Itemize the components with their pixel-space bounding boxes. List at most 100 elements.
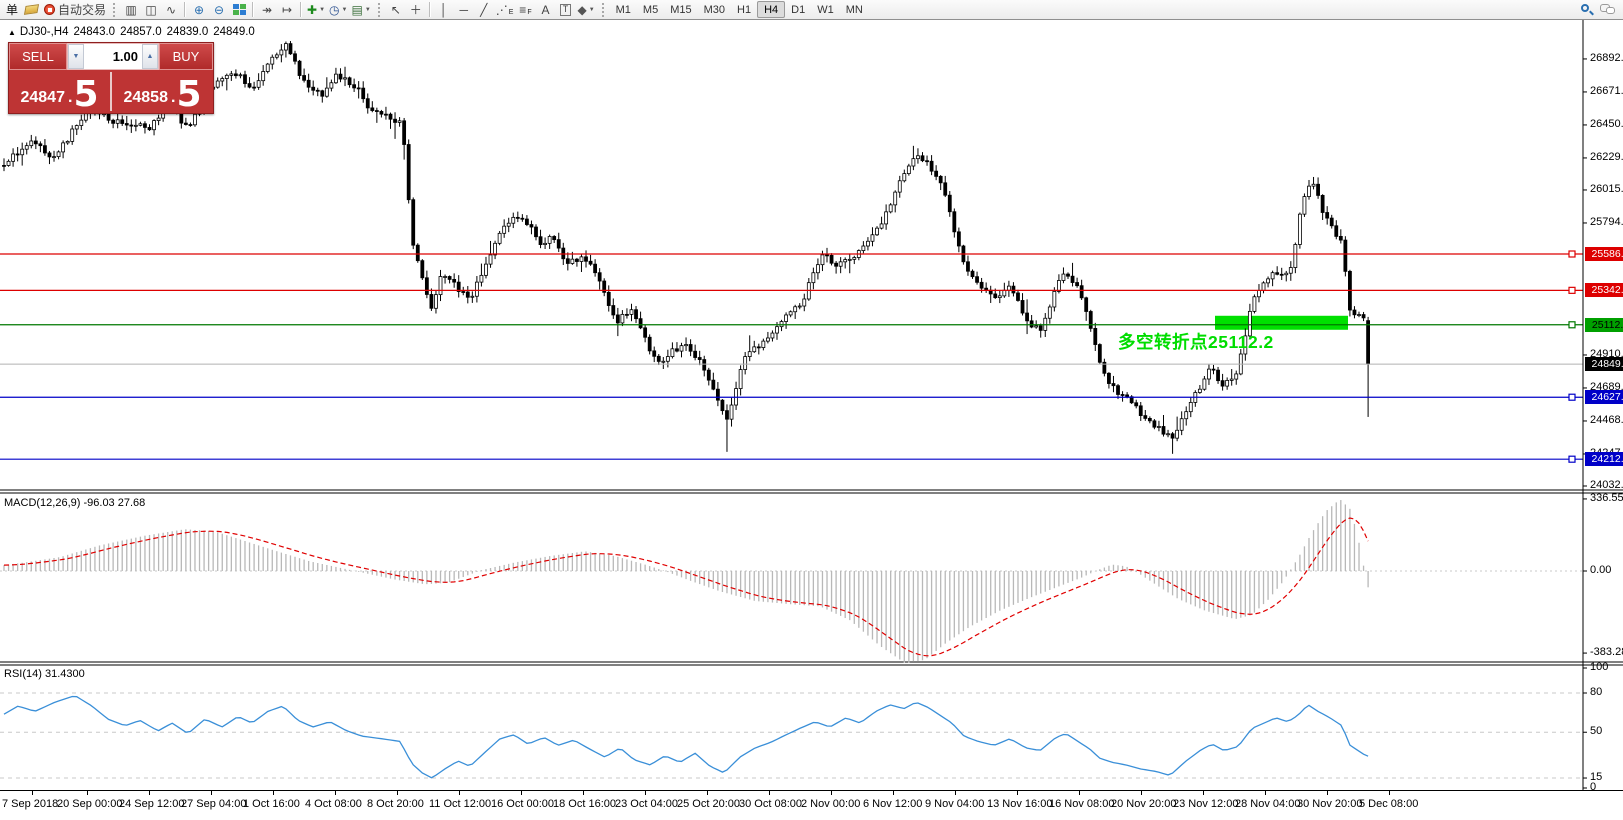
timeframe-m15[interactable]: M15 (670, 3, 692, 16)
volume-increase-button[interactable]: ▲ (142, 44, 158, 69)
autotrading-stop-icon (44, 4, 56, 15)
volume-spinner: ▼ ▲ (67, 43, 159, 70)
crosshair-tool-icon[interactable]: ＋ (409, 2, 422, 17)
horizontal-line-objects[interactable] (0, 250, 1583, 463)
candlestick-mode-icon[interactable]: ◫ (145, 2, 157, 17)
candlestick-series (2, 41, 1370, 454)
main-toolbar: 单 自动交易 ▥ ◫ ∿ ⊕ ⊖ ↠ ↦ ✚ ▼ ◷ ▼ ▤ ▼ ↖ ＋ │ ─ ╱ ⋰ E ≡ F A T ◆ ▼ M1 M5 M15 M3… (0, 0, 1623, 20)
time-axis-label: 30 Oct 08:00 (739, 798, 802, 810)
buy-price-fraction: 5 (176, 74, 202, 116)
volume-input[interactable] (84, 44, 142, 69)
rsi-indicator-label: RSI(14) 31.4300 (4, 668, 85, 680)
text-tool-icon[interactable]: A (541, 2, 550, 17)
new-order-button[interactable]: 单 (6, 3, 19, 17)
toolbar-grip (601, 2, 605, 17)
toolbar-grip (377, 2, 381, 17)
macd-signal-line (3, 517, 1369, 657)
time-axis-label: 6 Nov 12:00 (863, 798, 923, 810)
chart-shift-icon[interactable]: ↦ (282, 2, 293, 17)
ohlc-low: 24839.0 (166, 26, 209, 38)
time-axis-label: 4 Oct 08:00 (305, 798, 362, 810)
search-icon[interactable] (1577, 1, 1597, 19)
dropdown-caret-icon[interactable]: ▼ (588, 6, 595, 13)
trendline-tool-icon[interactable]: ╱ (480, 2, 488, 17)
time-axis-label: 13 Nov 16:00 (987, 798, 1053, 810)
timeframe-m5[interactable]: M5 (642, 3, 659, 16)
timeframe-m1[interactable]: M1 (615, 3, 631, 16)
auto-scroll-icon[interactable]: ↠ (262, 2, 273, 17)
chat-icon[interactable] (1597, 1, 1617, 19)
macd-histogram (3, 500, 1369, 663)
timeframe-d1[interactable]: D1 (791, 3, 806, 16)
time-axis-label: 7 Sep 2018 (2, 798, 59, 810)
time-axis-label: 27 Sep 04:00 (181, 798, 247, 810)
gold-notes-icon[interactable] (23, 4, 40, 15)
time-axis-label: 16 Oct 00:00 (491, 798, 554, 810)
highlight-rectangle-object[interactable] (1215, 315, 1348, 330)
chart-annotation-text[interactable]: 多空转折点25112.2 (1118, 332, 1274, 352)
sell-price-fraction: 5 (73, 74, 99, 116)
line-handle (1568, 393, 1576, 401)
sell-price-display[interactable]: 24847. 5 (20, 74, 99, 116)
one-click-trading-panel: SELL ▼ ▲ BUY 24847.5 24858.5 (8, 42, 214, 114)
symbol-marker-icon: ▲ (8, 28, 16, 37)
new-chart-button[interactable]: ✚ ▼ (307, 2, 326, 17)
timeframe-m30[interactable]: M30 (703, 3, 726, 16)
dropdown-caret-icon[interactable]: ▼ (364, 6, 371, 13)
price-chart-canvas[interactable] (0, 20, 1623, 790)
ohlc-high: 24857.0 (120, 26, 162, 38)
period-button[interactable]: ◷ ▼ (329, 2, 348, 17)
time-axis-label: 20 Sep 00:00 (57, 798, 123, 810)
macd-indicator-label: MACD(12,26,9) -96.03 27.68 (4, 497, 146, 509)
tile-windows-icon[interactable] (229, 1, 249, 19)
dropdown-caret-icon[interactable]: ▼ (319, 6, 326, 13)
toolbar-grip (113, 2, 116, 17)
fibonacci-tool-icon[interactable]: ≡ F (519, 2, 532, 17)
time-axis-label: 11 Oct 12:00 (429, 798, 492, 810)
chart-ohlc-header: ▲ DJ30-,H4 24843.0 24857.0 24839.0 24849.0 (8, 26, 260, 38)
time-axis-label: 23 Nov 12:00 (1173, 798, 1239, 810)
ohlc-close: 24849.0 (213, 26, 255, 38)
time-axis[interactable]: 7 Sep 2018 20 Sep 00:00 24 Sep 12:00 27 Sep… (0, 790, 1623, 820)
line-handle (1568, 321, 1576, 329)
autotrading-button[interactable]: 自动交易 (42, 1, 108, 19)
rsi-line (3, 695, 1369, 779)
timeframe-h1[interactable]: H1 (737, 3, 752, 16)
timeframe-mn[interactable]: MN (845, 3, 863, 16)
time-axis-label: 30 Nov 20:00 (1297, 798, 1363, 810)
equidistant-channel-tool-icon[interactable]: ⋰ E (495, 2, 514, 17)
bar-chart-mode-icon[interactable]: ▥ (125, 2, 137, 17)
line-chart-mode-icon[interactable]: ∿ (166, 2, 177, 17)
symbol-period-label: DJ30-,H4 (19, 26, 69, 38)
zoom-out-icon[interactable]: ⊖ (214, 2, 225, 17)
horizontal-line-tool-icon[interactable]: ─ (459, 2, 469, 17)
time-axis-label: 9 Nov 04:00 (925, 798, 985, 810)
time-axis-label: 5 Dec 08:00 (1359, 798, 1419, 810)
time-axis-label: 16 Nov 08:00 (1049, 798, 1115, 810)
text-label-tool-icon[interactable]: T (555, 1, 575, 19)
time-axis-label: 8 Oct 20:00 (367, 798, 424, 810)
time-axis-label: 28 Nov 04:00 (1235, 798, 1301, 810)
cursor-tool-icon[interactable]: ↖ (390, 2, 401, 17)
arrows-tool-icon[interactable]: ◆ ▼ (577, 2, 595, 17)
time-axis-label: 18 Oct 16:00 (553, 798, 616, 810)
buy-price-main: 24858 (123, 89, 168, 106)
zoom-in-icon[interactable]: ⊕ (194, 2, 205, 17)
time-axis-label: 1 Oct 16:00 (243, 798, 300, 810)
template-button[interactable]: ▤ ▼ (351, 2, 371, 17)
volume-decrease-button[interactable]: ▼ (68, 44, 84, 69)
autotrading-label: 自动交易 (58, 2, 107, 17)
timeframe-w1[interactable]: W1 (817, 3, 834, 16)
sell-button[interactable]: SELL (9, 43, 67, 70)
time-axis-label: 23 Oct 04:00 (615, 798, 678, 810)
timeframe-h4[interactable]: H4 (757, 1, 786, 18)
time-axis-label: 2 Nov 00:00 (801, 798, 861, 810)
buy-price-display[interactable]: 24858. 5 (123, 74, 202, 116)
time-axis-label: 20 Nov 20:00 (1111, 798, 1177, 810)
dropdown-caret-icon[interactable]: ▼ (341, 6, 348, 13)
time-axis-label: 25 Oct 20:00 (677, 798, 740, 810)
buy-button[interactable]: BUY (159, 43, 213, 70)
vertical-line-tool-icon[interactable]: │ (440, 2, 448, 17)
time-axis-label: 24 Sep 12:00 (119, 798, 185, 810)
